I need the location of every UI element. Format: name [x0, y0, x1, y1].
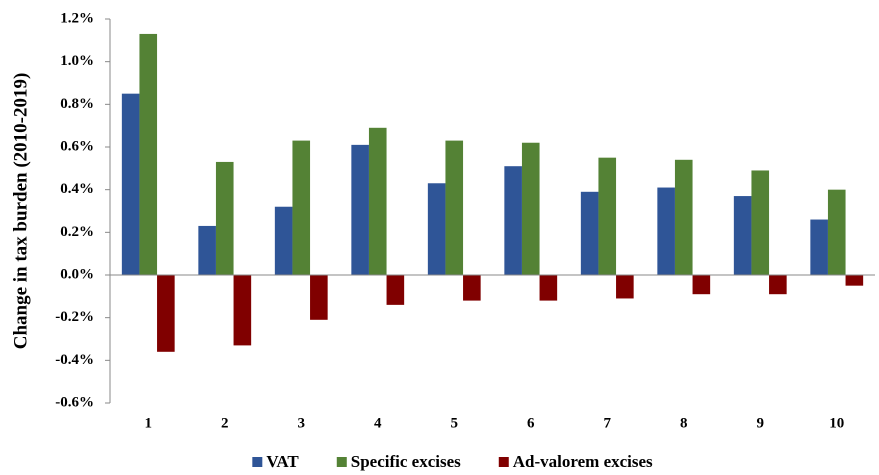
bar: [157, 275, 175, 352]
y-tick-label: 0.2%: [60, 224, 94, 240]
bar: [198, 225, 216, 275]
bar: [769, 275, 787, 295]
bar: [616, 275, 634, 299]
x-tick-label: 8: [680, 415, 688, 431]
bar: [292, 140, 311, 275]
y-tick-label: 0.0%: [60, 266, 94, 282]
bar: [368, 127, 387, 275]
x-tick-label: 10: [829, 415, 844, 431]
x-tick-label: 1: [145, 415, 153, 431]
bar: [310, 275, 328, 320]
x-tick-label: 7: [604, 415, 612, 431]
legend-label: Specific excises: [351, 452, 461, 471]
bar: [657, 187, 675, 275]
x-tick-label: 6: [527, 415, 535, 431]
bar: [139, 33, 158, 275]
bar: [692, 275, 711, 295]
y-axis-title: Change in tax burden (2010-2019): [10, 73, 31, 350]
y-tick-label: 0.8%: [60, 96, 94, 112]
bar: [539, 275, 558, 301]
legend-label: VAT: [266, 452, 299, 471]
legend-swatch: [252, 457, 263, 467]
bar: [274, 206, 293, 275]
bar: [751, 170, 770, 275]
bar: [504, 166, 522, 275]
y-tick-label: -0.4%: [55, 352, 94, 368]
bar: [386, 275, 405, 305]
bar: [233, 275, 252, 346]
x-tick-label: 2: [221, 415, 229, 431]
y-tick-label: 0.6%: [60, 138, 94, 154]
bar: [215, 161, 234, 275]
bar: [427, 183, 446, 275]
bar: [351, 144, 369, 275]
x-tick-label: 9: [757, 415, 765, 431]
bar: [445, 140, 464, 275]
x-tick-label: 5: [451, 415, 459, 431]
bar: [598, 157, 617, 275]
bar: [674, 159, 693, 275]
bar: [121, 93, 140, 276]
x-tick-label: 4: [374, 415, 382, 431]
bar: [827, 189, 846, 275]
y-tick-label: 0.4%: [60, 181, 94, 197]
legend-swatch: [336, 457, 347, 467]
legend-label: Ad-valorem excises: [513, 452, 653, 471]
y-tick-label: 1.0%: [60, 53, 94, 69]
bar: [845, 275, 864, 286]
legend-swatch: [498, 457, 509, 467]
bar: [521, 142, 540, 275]
bar: [463, 275, 481, 301]
y-tick-label: -0.2%: [55, 309, 94, 325]
bar: [733, 196, 752, 275]
x-tick-label: 3: [298, 415, 306, 431]
y-tick-label: -0.6%: [55, 394, 94, 410]
y-tick-label: 1.2%: [60, 10, 94, 26]
bar: [580, 191, 599, 275]
bar: [810, 219, 828, 275]
